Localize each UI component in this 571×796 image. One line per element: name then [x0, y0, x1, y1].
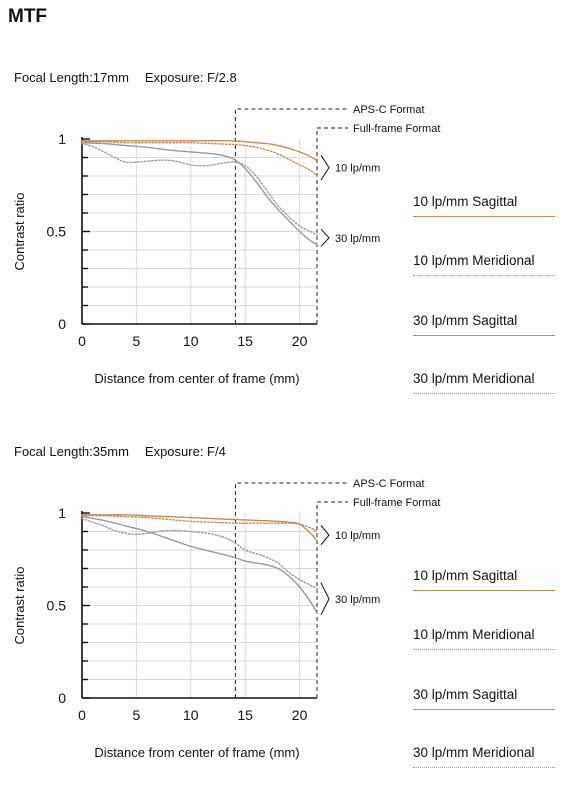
x-tick-label: 10	[183, 707, 199, 723]
aps-c-boundary	[234, 108, 348, 324]
legend-label: 30 lp/mm Sagittal	[413, 313, 518, 328]
legend-swatch	[413, 767, 555, 768]
legend-item-30lp-sagittal: 30 lp/mm Sagittal	[413, 687, 555, 727]
full-frame-boundary	[316, 127, 348, 324]
freq-30-bracket	[320, 228, 330, 247]
legend-item-30lp-sagittal: 30 lp/mm Sagittal	[413, 313, 555, 353]
y-tick-label: 0.5	[47, 224, 67, 240]
full-frame-boundary	[316, 501, 348, 698]
x-tick-label: 10	[183, 333, 199, 349]
panel-header: Focal Length:35mm Exposure: F/4	[14, 444, 226, 459]
legend-swatch	[413, 275, 555, 276]
x-tick-label: 0	[78, 333, 86, 349]
x-tick-label: 15	[237, 707, 253, 723]
legend-swatch	[413, 216, 555, 217]
mtf-chart-17mm: 1 0.5 00 5 10 15 20 Distance from center of fra…	[12, 104, 440, 386]
legend-item-10lp-meridional: 10 lp/mm Meridional	[413, 627, 555, 667]
series-line	[81, 139, 318, 162]
legend-label: 30 lp/mm Meridional	[413, 745, 535, 760]
legend-swatch	[413, 335, 555, 336]
x-tick-label: 15	[237, 333, 253, 349]
freq-10-bracket	[320, 525, 330, 546]
legend-swatch	[413, 393, 555, 394]
legend-label: 30 lp/mm Sagittal	[413, 687, 518, 702]
legend-item-30lp-meridional: 30 lp/mm Meridional	[413, 371, 555, 411]
y-tick-label: 0	[58, 690, 66, 706]
panel-header: Focal Length:17mm Exposure: F/2.8	[14, 70, 237, 85]
legend-item-10lp-sagittal: 10 lp/mm Sagittal	[413, 194, 555, 234]
x-tick-label: 20	[292, 707, 308, 723]
exposure-label: Exposure: F/2.8	[144, 70, 237, 85]
x-tick-label: 0	[78, 707, 86, 723]
series-line	[81, 142, 318, 236]
full-frame-label: Full-frame Format	[353, 123, 440, 135]
page-title: MTF	[8, 6, 48, 27]
mtf-panel-17mm: Focal Length:17mm Exposure: F/2.8 1 0.5 0 0 5…	[0, 62, 571, 422]
legend-swatch	[413, 649, 555, 650]
legend-item-30lp-meridional: 30 lp/mm Meridional	[413, 745, 555, 785]
y-tick-label: 1	[58, 505, 66, 521]
legend-item-10lp-sagittal: 10 lp/mm Sagittal	[413, 568, 555, 608]
legend-label: 10 lp/mm Meridional	[413, 627, 535, 642]
mtf-chart-35mm: 1 0.5 00 5 10 15 20 Distance from center of fra…	[12, 478, 440, 760]
y-axis-label: Contrast ratio	[12, 192, 27, 270]
freq-30-label: 30 lp/mm	[335, 594, 380, 606]
aps-c-boundary	[234, 482, 348, 698]
x-axis-label: Distance from center of frame (mm)	[94, 745, 299, 760]
x-tick-label: 5	[132, 707, 140, 723]
series-line	[81, 142, 318, 246]
series-line	[81, 515, 318, 533]
y-tick-label: 1	[58, 131, 66, 147]
legend-swatch	[413, 590, 555, 591]
exposure-label: Exposure: F/4	[144, 444, 226, 459]
freq-10-label: 10 lp/mm	[335, 163, 380, 175]
series-line	[81, 516, 318, 614]
x-axis-label: Distance from center of frame (mm)	[94, 371, 299, 386]
focal-length-label: Focal Length:35mm	[14, 444, 129, 459]
aps-c-label: APS-C Format	[353, 478, 425, 490]
aps-c-label: APS-C Format	[353, 104, 425, 116]
focal-length-label: Focal Length:17mm	[14, 70, 129, 85]
series-line	[81, 141, 318, 177]
full-frame-label: Full-frame Format	[353, 497, 440, 509]
x-tick-label: 20	[292, 333, 308, 349]
legend-swatch	[413, 709, 555, 710]
y-axis-label: Contrast ratio	[12, 566, 27, 644]
legend-label: 10 lp/mm Sagittal	[413, 194, 518, 209]
legend-label: 10 lp/mm Meridional	[413, 253, 535, 268]
freq-10-bracket	[320, 154, 330, 181]
series-line	[81, 517, 318, 590]
x-tick-label: 5	[132, 333, 140, 349]
legend-label: 10 lp/mm Sagittal	[413, 568, 518, 583]
freq-30-bracket	[320, 582, 330, 616]
freq-30-label: 30 lp/mm	[335, 233, 380, 245]
mtf-panel-35mm: Focal Length:35mm Exposure: F/4 1 0.5 0 0 5 10…	[0, 436, 571, 796]
freq-10-label: 10 lp/mm	[335, 530, 380, 542]
y-tick-label: 0	[58, 316, 66, 332]
y-tick-label: 0.5	[47, 598, 67, 614]
legend-label: 30 lp/mm Meridional	[413, 371, 535, 386]
series-line	[81, 514, 318, 542]
grid	[82, 139, 317, 324]
legend-item-10lp-meridional: 10 lp/mm Meridional	[413, 253, 555, 293]
grid	[82, 513, 317, 698]
